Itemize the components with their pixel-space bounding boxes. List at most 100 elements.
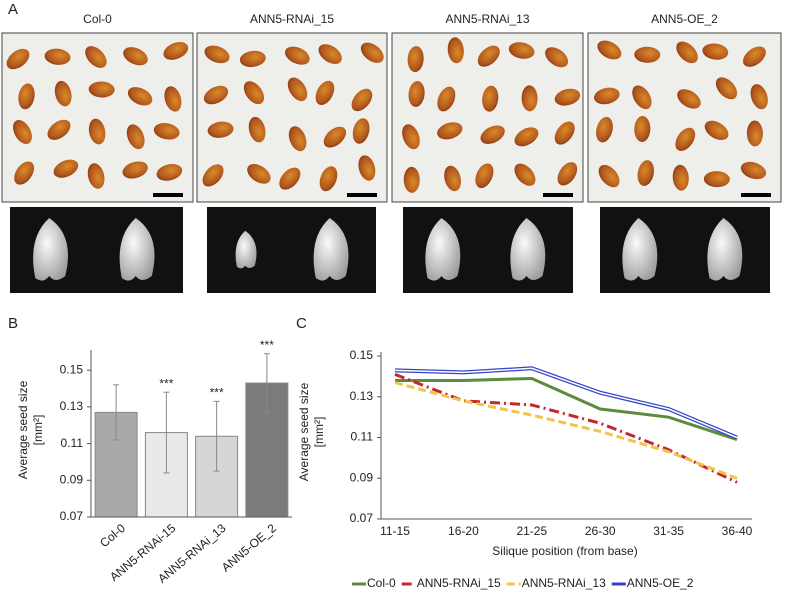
seed — [514, 163, 536, 186]
x-axis-label: Silique position (from base) — [492, 544, 637, 558]
panel-label: B — [8, 315, 18, 332]
x-tick-label: 16-20 — [448, 524, 479, 538]
embryo-photo — [207, 207, 376, 293]
photo-panel: Col-0 ANN5-RNAi_15 ANN5-RNAi_13 ANN5-OE_2 — [1, 12, 782, 293]
embryo — [707, 218, 743, 281]
seed — [437, 86, 456, 112]
x-tick-label: 31-35 — [653, 524, 684, 538]
significance: *** — [159, 376, 173, 390]
y-tick-label: 0.15 — [60, 362, 84, 376]
seed — [597, 40, 622, 60]
seed — [164, 86, 182, 112]
y-axis-label: Average seed size — [16, 380, 30, 479]
embryo — [119, 218, 155, 281]
seed — [704, 120, 729, 141]
seed — [163, 41, 189, 60]
seed — [247, 164, 271, 184]
legend-label: ANN5-OE_2 — [627, 576, 694, 590]
embryo — [33, 218, 69, 281]
seed — [319, 166, 338, 192]
y-axis-label: [mm²] — [312, 417, 326, 448]
embryo — [235, 230, 257, 269]
seed — [545, 47, 569, 68]
seed — [475, 163, 494, 189]
series-line — [394, 381, 738, 480]
seed — [632, 85, 652, 110]
seed — [554, 88, 581, 106]
x-tick-label: 21-25 — [516, 524, 547, 538]
seed — [323, 126, 347, 148]
seed — [598, 164, 620, 188]
x-tick-label: Col-0 — [97, 521, 128, 550]
seed — [408, 81, 425, 107]
seed — [54, 80, 72, 107]
y-tick-label: 0.13 — [60, 399, 84, 413]
seed — [14, 161, 35, 185]
panel-label: C — [296, 315, 307, 332]
legend-label: Col-0 — [367, 576, 396, 590]
y-tick-label: 0.09 — [60, 472, 84, 486]
seed — [315, 80, 335, 105]
seed — [746, 120, 763, 147]
seed — [477, 45, 500, 67]
seed — [482, 85, 499, 112]
seed — [44, 48, 71, 65]
seed — [677, 89, 701, 109]
embryo — [425, 218, 461, 281]
seed — [596, 116, 613, 143]
seed — [88, 81, 115, 98]
seed — [53, 159, 79, 178]
y-axis-label: [mm²] — [31, 415, 45, 446]
y-tick-label: 0.13 — [350, 389, 374, 403]
seed — [248, 116, 266, 143]
seed — [407, 46, 424, 73]
seed — [279, 167, 301, 190]
panel-label: A — [8, 1, 18, 18]
y-tick-label: 0.15 — [350, 348, 374, 362]
seed — [239, 50, 266, 67]
seed — [351, 88, 373, 112]
seed — [508, 42, 535, 59]
seed — [156, 164, 183, 181]
legend-label: ANN5-RNAi_13 — [522, 576, 606, 590]
seed — [358, 155, 376, 181]
seed — [202, 164, 224, 187]
x-tick-label: 11-15 — [380, 524, 410, 538]
y-tick-label: 0.11 — [61, 436, 84, 450]
seed — [360, 42, 384, 63]
seed — [243, 81, 265, 105]
seed — [287, 77, 308, 102]
seed — [637, 160, 654, 186]
column-title: Col-0 — [83, 12, 112, 26]
x-tick-label: 36-40 — [722, 524, 753, 538]
seed — [750, 84, 768, 110]
seed — [127, 87, 153, 106]
significance: *** — [210, 386, 224, 400]
seed — [47, 119, 71, 140]
seed — [634, 46, 661, 63]
seed — [204, 45, 230, 64]
seed — [352, 118, 370, 144]
seed — [702, 43, 729, 60]
series-line — [395, 376, 738, 441]
seed — [318, 44, 342, 64]
y-tick-label: 0.09 — [350, 470, 374, 484]
seed — [521, 85, 538, 112]
seed — [13, 120, 32, 145]
seed — [18, 83, 35, 110]
legend-label: ANN5-RNAi_15 — [417, 576, 501, 590]
scale-bar — [543, 193, 573, 197]
seed — [634, 116, 651, 143]
seed — [122, 161, 148, 179]
seed — [703, 171, 730, 188]
seed — [554, 121, 575, 145]
y-tick-label: 0.11 — [351, 430, 374, 444]
y-tick-label: 0.07 — [60, 509, 84, 523]
seed — [203, 85, 229, 105]
seed — [480, 125, 505, 144]
y-axis-label: Average seed size — [297, 382, 311, 481]
seed — [514, 127, 539, 147]
seed — [285, 46, 310, 65]
series-line-inner — [394, 367, 738, 439]
